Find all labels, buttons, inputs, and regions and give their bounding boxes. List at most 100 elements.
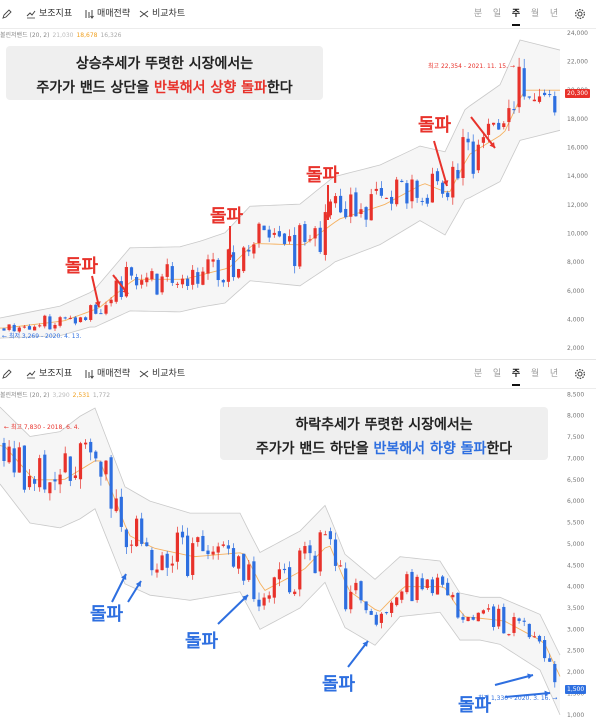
- compare-chart-button[interactable]: 비교차트: [139, 0, 185, 28]
- candle-body: [160, 555, 164, 571]
- y-tick-label: 24,000: [567, 30, 588, 37]
- candle-body: [364, 207, 368, 220]
- chart-toolbar: 보조지표 매매전략 비교차트 분 일 주 월 년: [0, 360, 596, 389]
- breakout-arrowhead: [362, 641, 368, 647]
- candle-body: [175, 283, 179, 285]
- trade-strategy-button[interactable]: 매매전략: [84, 360, 130, 388]
- y-tick-label: 2,500: [567, 648, 584, 655]
- period-day[interactable]: 일: [492, 9, 502, 19]
- candle-body: [543, 92, 547, 96]
- candle-body: [451, 166, 455, 198]
- candle-body: [94, 451, 98, 459]
- candle-body: [211, 551, 215, 555]
- period-month[interactable]: 월: [530, 9, 540, 19]
- draw-tool-button[interactable]: [2, 0, 15, 28]
- indicator-button[interactable]: 보조지표: [26, 360, 72, 388]
- period-month[interactable]: 월: [530, 369, 540, 379]
- current-price-tag: 20,300: [565, 89, 590, 98]
- candle-body: [63, 453, 67, 473]
- period-year[interactable]: 년: [549, 369, 559, 379]
- candle-body: [486, 123, 491, 135]
- candle-body: [369, 611, 373, 615]
- candle-body: [486, 608, 491, 610]
- candle-body: [84, 317, 88, 320]
- candle-body: [364, 601, 368, 611]
- candle-body: [532, 636, 536, 638]
- candle-body: [405, 574, 409, 593]
- y-tick-label: 7,500: [567, 434, 584, 441]
- candle-body: [165, 553, 169, 568]
- indicator-name: 볼린저밴드 (20, 2): [0, 32, 50, 39]
- compare-icon: [139, 10, 149, 17]
- candle-body: [384, 612, 389, 614]
- chart-panel-uptrend: 보조지표 매매전략 비교차트 분 일 주 월 년 볼린저밴드 (20, 2) 21…: [0, 0, 596, 359]
- trade-strategy-button[interactable]: 매매전략: [84, 0, 130, 28]
- candle-body: [532, 99, 536, 102]
- candle-body: [191, 543, 195, 575]
- period-minute[interactable]: 분: [473, 9, 483, 19]
- indicator-readout: 볼린저밴드 (20, 2) 21,030 18,678 16,326: [0, 30, 121, 39]
- period-minute[interactable]: 분: [473, 369, 483, 379]
- candle-body: [400, 180, 404, 182]
- candle-body: [129, 267, 134, 276]
- candle-body: [502, 123, 506, 128]
- candle-body: [456, 170, 460, 179]
- breakout-arrow: [91, 275, 100, 308]
- candle-body: [242, 247, 246, 272]
- low-price-text: 최저 3,269 - 2020. 4. 13.: [8, 333, 82, 340]
- candle-body: [17, 447, 21, 473]
- breakout-arrow: [217, 594, 249, 625]
- settings-button[interactable]: [574, 360, 589, 388]
- candle-body: [89, 305, 93, 320]
- candle-body: [548, 94, 552, 96]
- candle-body: [354, 582, 358, 591]
- indicator-label: 보조지표: [39, 9, 73, 19]
- candle-body: [196, 537, 200, 543]
- candle-body: [12, 324, 16, 332]
- candle-body: [7, 446, 11, 463]
- candle-body: [53, 324, 57, 329]
- candle-body: [359, 581, 363, 601]
- period-day[interactable]: 일: [492, 369, 502, 379]
- indicator-button[interactable]: 보조지표: [26, 0, 72, 28]
- period-year[interactable]: 년: [549, 9, 559, 19]
- y-tick-label: 5,000: [567, 541, 584, 548]
- candle-body: [420, 578, 424, 590]
- y-tick-label: 4,000: [567, 584, 584, 591]
- strategy-icon: [85, 369, 94, 379]
- draw-tool-button[interactable]: [2, 360, 15, 388]
- period-week[interactable]: 주: [509, 360, 523, 388]
- candle-body: [58, 317, 62, 326]
- compare-chart-button[interactable]: 비교차트: [139, 360, 185, 388]
- candle-body: [252, 561, 256, 600]
- period-week[interactable]: 주: [509, 0, 523, 28]
- callout-line-2-highlight: 반복해서 상향 돌파: [154, 80, 267, 96]
- candle-body: [84, 442, 88, 445]
- bollinger-middle-line: [0, 89, 560, 329]
- candle-body: [2, 328, 6, 331]
- candle-body: [313, 228, 317, 239]
- candle-body: [298, 225, 302, 267]
- candle-body: [512, 617, 516, 633]
- chart-panel-downtrend: 보조지표 매매전략 비교차트 분 일 주 월 년 볼린저밴드 (20, 2) 3,…: [0, 359, 596, 719]
- candle-body: [119, 281, 123, 297]
- breakout-label: 돌파: [210, 206, 244, 227]
- callout-uptrend: 상승추세가 뚜렷한 시장에서는 주가가 밴드 상단을 반복해서 상향 돌파한다: [6, 46, 323, 100]
- settings-button[interactable]: [574, 0, 589, 28]
- candle-body: [160, 276, 164, 293]
- candle-body: [267, 229, 271, 238]
- y-tick-label: 6,000: [567, 498, 584, 505]
- candle-body: [430, 173, 434, 203]
- candle-body: [180, 531, 185, 538]
- callout-downtrend: 하락추세가 뚜렷한 시장에서는 주가가 밴드 하단을 반복해서 하향 돌파한다: [220, 407, 548, 460]
- candle-body: [135, 518, 139, 547]
- low-price-text: 최저 1,330 - 2020. 3. 16.: [478, 695, 551, 702]
- candle-body: [170, 266, 174, 283]
- low-price-label: ← 최저 3,269 - 2020. 4. 13.: [2, 333, 82, 340]
- candle-body: [308, 239, 312, 241]
- y-tick-label: 4,500: [567, 562, 584, 569]
- breakout-label: 돌파: [306, 165, 340, 186]
- candle-body: [298, 550, 302, 590]
- indicator-lower-value: 1,772: [92, 392, 111, 399]
- candle-body: [293, 591, 297, 595]
